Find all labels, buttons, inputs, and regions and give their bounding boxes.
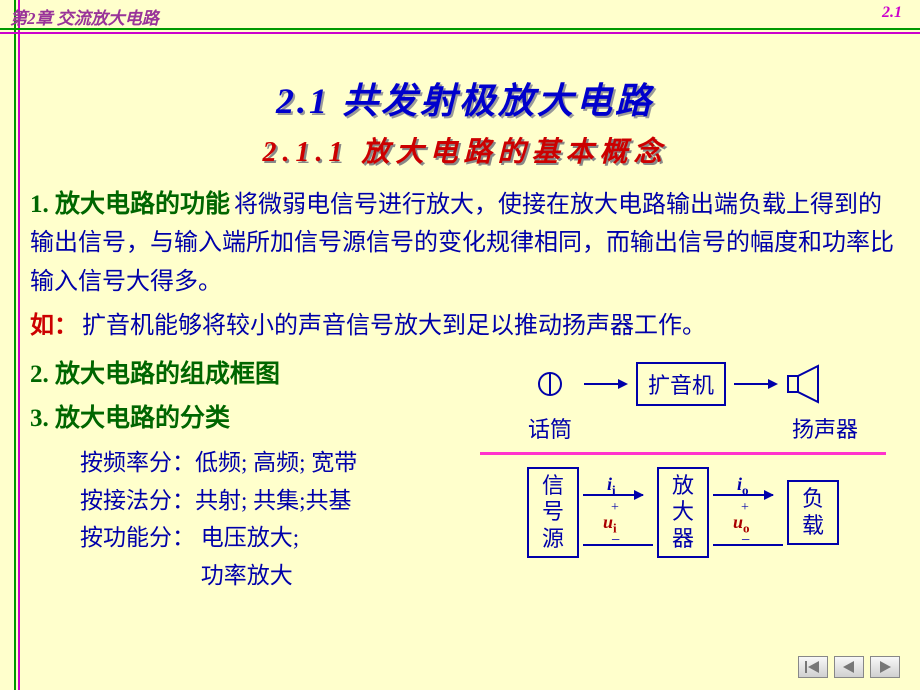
arrow-icon [734,374,778,394]
arrow-icon [584,374,628,394]
nav-next-button[interactable] [870,656,900,678]
diagram1-labels: 话筒 扬声器 [468,406,898,448]
section1-heading: 1. 放大电路的功能 [30,191,230,218]
nav-prev-button[interactable] [834,656,864,678]
subtitle: 2.1.1 放大电路的基本概念 [30,130,900,170]
page-number: 2.1 [882,4,902,22]
nav-buttons [798,656,900,678]
signal-flow-diagram: 信号源 ii + ui − 放大器 io + uo − 负 载 [468,467,898,558]
divider-line [480,452,886,455]
classification-line-3: 功率放大 [30,557,900,595]
horizontal-rule-magenta [0,32,920,34]
load-box: 负 载 [787,480,839,545]
chapter-title: 第2章 交流放大电路 [10,9,159,28]
box3-text: 负 载 [802,486,846,537]
signal-source-box: 信号源 [527,467,579,558]
speaker-icon [786,364,830,404]
example-text: 扩音机能够将较小的声音信号放大到足以推动扬声器工作。 [82,313,706,339]
vertical-rule-green [14,0,16,690]
box2-text: 放大器 [672,473,694,551]
microphone-icon [536,366,576,402]
example-line: 如： 扩音机能够将较小的声音信号放大到足以推动扬声器工作。 [30,305,900,345]
connection-out: io + uo − [713,478,783,548]
amplifier-flow-diagram: 扩音机 [468,362,898,406]
mic-label: 话筒 [528,412,572,444]
horizontal-rule-green [0,28,920,30]
subtitle-text: 2.1.1 放大电路的基本概念 [262,137,667,168]
box1-text: 信号源 [542,473,564,551]
nav-first-button[interactable] [798,656,828,678]
diagrams: 扩音机 话筒 扬声器 信号源 ii + ui − 放大器 io + uo [468,362,898,558]
section1-paragraph: 1. 放大电路的功能 将微弱电信号进行放大，使接在放大电路输出端负载上得到的输出… [30,184,900,301]
speaker-label: 扬声器 [792,412,858,444]
main-title: 2.1 共发射极放大电路 [30,72,900,124]
main-title-text: 2.1 共发射极放大电路 [276,81,654,121]
amplifier-box: 放大器 [657,467,709,558]
connection-in: ii + ui − [583,478,653,548]
header: 第2章 交流放大电路 2.1 [0,0,920,32]
amp-box: 扩音机 [636,362,726,406]
example-prefix: 如： [30,313,78,339]
vertical-rule-magenta [18,0,20,690]
